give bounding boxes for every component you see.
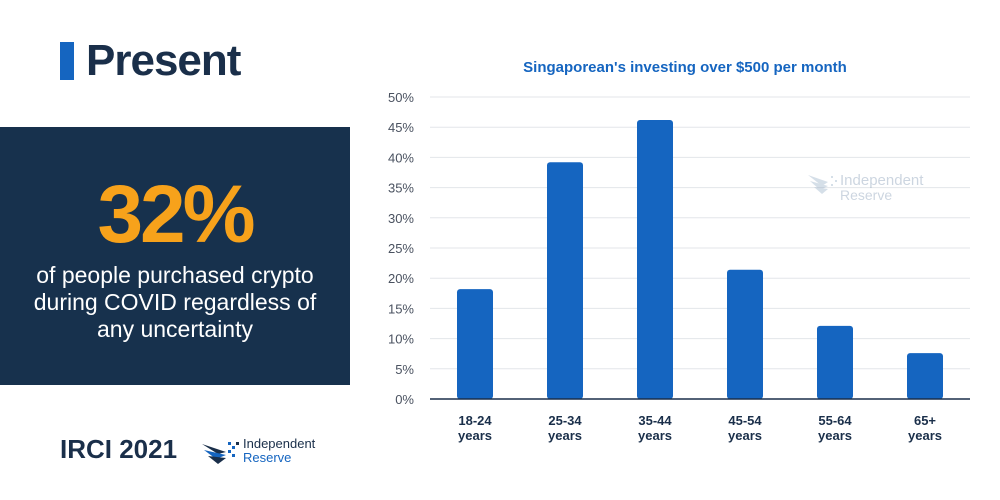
page-title-text: Present [86,36,241,85]
y-tick-label: 50% [388,90,414,105]
x-tick-label: years [548,428,582,443]
bar-chart: Singaporean's investing over $500 per mo… [388,59,970,443]
x-tick-label: 65+ [914,413,936,428]
brand-name-line2: Reserve [243,450,291,465]
page-title: Present [60,36,241,85]
brand-logo: Independent Reserve [202,436,316,465]
x-tick-label: years [728,428,762,443]
wing-icon [202,442,239,464]
bar [547,162,583,399]
x-tick-label: years [818,428,852,443]
x-tick-label: 18-24 [458,413,492,428]
gridlines [430,96,970,370]
x-tick-label: 25-34 [548,413,582,428]
y-tick-label: 15% [388,301,414,316]
bar [727,269,763,399]
y-tick-label: 5% [395,362,414,377]
bar [637,119,673,400]
y-tick-label: 40% [388,150,414,165]
bars [457,119,943,400]
x-tick-label: 35-44 [638,413,672,428]
stat-panel [0,127,350,385]
y-tick-label: 20% [388,271,414,286]
y-tick-label: 35% [388,181,414,196]
watermark-line1: Independent [840,172,924,189]
y-tick-label: 25% [388,241,414,256]
watermark-logo: Independent Reserve [808,172,924,203]
y-tick-label: 10% [388,332,414,347]
bar [907,353,943,399]
stat-value: 32% [97,169,255,260]
title-accent-bar [60,42,74,80]
chart-title: Singaporean's investing over $500 per mo… [523,59,847,76]
x-tick-label: 55-64 [818,413,852,428]
x-tick-label: years [908,428,942,443]
stat-description: of people purchased crypto during COVID … [0,262,350,343]
y-axis-ticks: 0% 5% 10% 15% 20% 25% 30% 35% 40% 45% 50% [388,90,414,407]
x-tick-label: 45-54 [728,413,762,428]
x-tick-label: years [458,428,492,443]
brand-name-line1: Independent [243,436,316,451]
y-tick-label: 30% [388,211,414,226]
x-tick-label: years [638,428,672,443]
stat-description-text: of people purchased crypto during COVID … [33,262,317,342]
watermark-line2: Reserve [840,187,892,203]
y-tick-label: 45% [388,120,414,135]
footer-label: IRCI 2021 [60,434,178,464]
bar [457,289,493,399]
y-tick-label: 0% [395,392,414,407]
bar [817,325,853,399]
x-axis-labels: 18-24years25-34years35-44years45-54years… [458,413,942,443]
